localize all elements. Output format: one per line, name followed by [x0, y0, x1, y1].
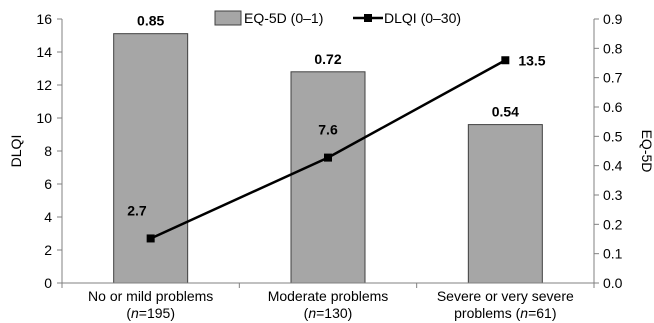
x-category-sublabel: problems (n=61): [454, 305, 556, 321]
left-tick-label: 12: [36, 77, 52, 93]
left-tick-label: 14: [36, 44, 52, 60]
bar-eq5d: [467, 124, 543, 284]
left-tick-label: 2: [44, 242, 52, 258]
legend-line-marker: [364, 14, 372, 22]
right-tick-label: 0.4: [603, 158, 623, 174]
x-category-sublabel: (n=195): [126, 305, 175, 321]
bar-data-label: 0.85: [137, 13, 164, 29]
y-axis-title-right: EQ-5D: [639, 130, 654, 173]
line-data-label: 13.5: [518, 52, 545, 68]
legend-label-dlqi: DLQI (0–30): [384, 10, 461, 26]
left-tick-label: 16: [36, 11, 52, 27]
legend-bar-swatch: [214, 10, 242, 26]
x-category-label: Moderate problems: [268, 288, 389, 304]
right-tick-label: 0.9: [603, 11, 623, 27]
bar-data-label: 0.72: [314, 51, 341, 67]
dlqi-marker: [324, 153, 332, 162]
left-tick-label: 10: [36, 110, 52, 126]
right-tick-label: 0.8: [603, 40, 623, 56]
x-category-sublabel: (n=130): [304, 305, 353, 321]
dlqi-marker: [146, 234, 155, 243]
bar-eq5d: [113, 33, 189, 284]
left-tick-label: 4: [44, 209, 52, 225]
bars-group: [113, 33, 543, 284]
line-data-label: 2.7: [127, 202, 147, 218]
left-tick-label: 6: [44, 176, 52, 192]
right-tick-label: 0.5: [603, 128, 623, 144]
bar-data-label: 0.54: [492, 104, 519, 120]
line-data-label: 7.6: [318, 122, 338, 138]
x-category-label: No or mild problems: [88, 288, 213, 304]
y-axis-title-left: DLQI: [8, 135, 24, 168]
left-tick-label: 8: [44, 143, 52, 159]
line-series-group: [146, 56, 510, 243]
legend-label-eq5d: EQ-5D (0–1): [244, 10, 323, 26]
legend: EQ-5D (0–1) DLQI (0–30): [214, 10, 461, 26]
right-tick-label: 0.6: [603, 99, 623, 115]
dlqi-marker: [501, 56, 510, 65]
bar-eq5d: [290, 71, 366, 284]
data-labels-group: 0.85 0.72 0.54 2.7 7.6 13.5: [127, 13, 546, 219]
right-tick-label: 0.3: [603, 187, 623, 203]
left-tick-label: 0: [44, 275, 52, 291]
right-tick-label: 0.1: [603, 246, 623, 262]
right-tick-label: 0.0: [603, 275, 623, 291]
x-category-label: Severe or very severe: [437, 288, 574, 304]
right-tick-label: 0.7: [603, 70, 623, 86]
axes-group: 0 2 4 6 8 10 12 14 16 0.0 0.1 0.2 0.3 0.4 0.5 0.6 0.7 0.8…: [8, 11, 654, 321]
right-tick-label: 0.2: [603, 216, 623, 232]
